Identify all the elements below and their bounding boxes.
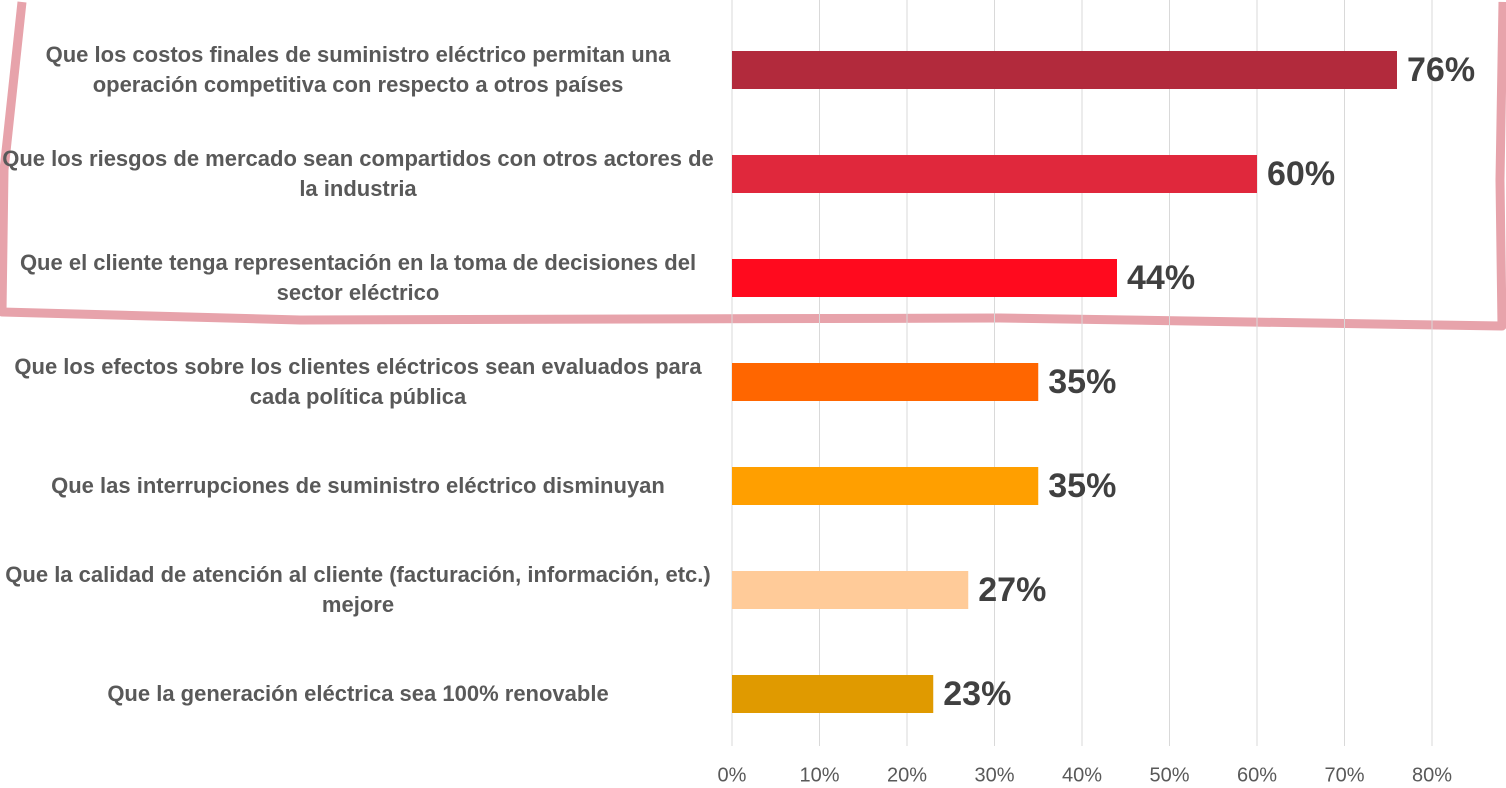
x-tick-label: 60% [1237,764,1277,786]
x-tick-label: 20% [887,764,927,786]
x-tick-label: 80% [1412,764,1452,786]
x-tick-label: 30% [974,764,1014,786]
bar [732,259,1117,297]
category-label: Que los efectos sobre los clientes eléct… [14,354,702,409]
category-label: Que la calidad de atención al cliente (f… [5,562,711,617]
category-label: Que la generación eléctrica sea 100% ren… [107,681,609,706]
x-tick-label: 10% [799,764,839,786]
bar [732,467,1039,505]
value-label: 44% [1127,259,1195,297]
bar [732,675,934,713]
x-tick-label: 40% [1062,764,1102,786]
value-label: 27% [978,571,1046,609]
x-tick-label: 0% [718,764,747,786]
value-label: 35% [1048,363,1116,401]
bar [732,571,969,609]
bar [732,51,1397,89]
value-label: 60% [1267,155,1335,193]
value-label: 35% [1048,467,1116,505]
x-tick-label: 50% [1149,764,1189,786]
value-label: 76% [1407,51,1475,89]
category-label: Que los riesgos de mercado sean comparti… [2,146,714,201]
category-label: Que el cliente tenga representación en l… [19,250,697,305]
value-label: 23% [943,675,1011,713]
category-label: Que las interrupciones de suministro elé… [51,473,665,498]
bar [732,155,1257,193]
x-tick-label: 70% [1324,764,1364,786]
bar [732,363,1039,401]
highlight-outline [0,1,1506,331]
category-label: Que los costos finales de suministro elé… [45,42,671,97]
